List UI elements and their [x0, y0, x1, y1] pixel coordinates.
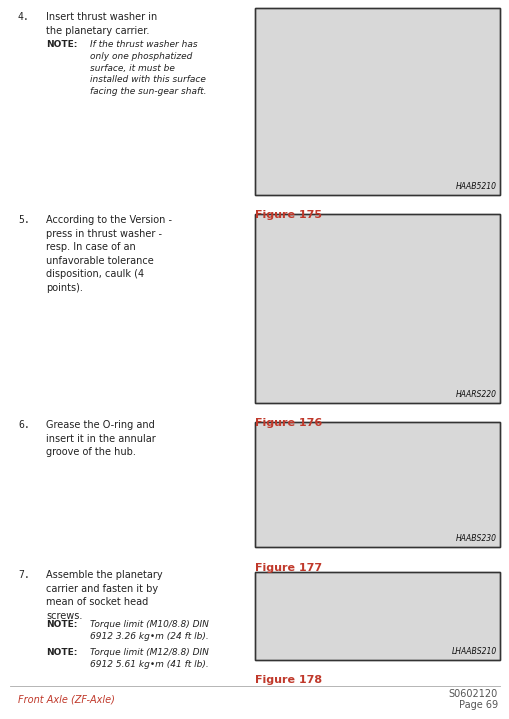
- Text: LHAABS210: LHAABS210: [451, 647, 496, 656]
- Text: Torque limit (M10/8.8) DIN
6912 3.26 kg•m (24 ft lb).: Torque limit (M10/8.8) DIN 6912 3.26 kg•…: [90, 620, 209, 641]
- Bar: [254, 214, 499, 403]
- Text: According to the Version -
press in thrust washer -
resp. In case of an
unfavora: According to the Version - press in thru…: [46, 215, 172, 293]
- Bar: [254, 572, 499, 660]
- Text: 5.: 5.: [18, 215, 30, 225]
- Text: 4.: 4.: [18, 12, 30, 22]
- Text: Grease the O-ring and
insert it in the annular
groove of the hub.: Grease the O-ring and insert it in the a…: [46, 420, 155, 457]
- Text: NOTE:: NOTE:: [46, 40, 77, 49]
- Text: Figure 178: Figure 178: [254, 675, 322, 685]
- Text: Torque limit (M12/8.8) DIN
6912 5.61 kg•m (41 ft lb).: Torque limit (M12/8.8) DIN 6912 5.61 kg•…: [90, 648, 209, 669]
- Text: Page 69: Page 69: [458, 700, 497, 710]
- Bar: [254, 214, 499, 403]
- Bar: [254, 572, 499, 660]
- Text: Assemble the planetary
carrier and fasten it by
mean of socket head
screws.: Assemble the planetary carrier and faste…: [46, 570, 162, 620]
- Text: If the thrust washer has
only one phosphatized
surface, it must be
installed wit: If the thrust washer has only one phosph…: [90, 40, 206, 96]
- Text: 6.: 6.: [18, 420, 30, 430]
- Bar: [254, 8, 499, 195]
- Text: Front Axle (ZF-Axle): Front Axle (ZF-Axle): [18, 694, 115, 704]
- Text: NOTE:: NOTE:: [46, 620, 77, 629]
- Bar: [254, 422, 499, 547]
- Text: HAABS230: HAABS230: [455, 534, 496, 543]
- Text: 7.: 7.: [18, 570, 30, 580]
- Text: HAAB5210: HAAB5210: [455, 182, 496, 191]
- Bar: [254, 8, 499, 195]
- Text: Insert thrust washer in
the planetary carrier.: Insert thrust washer in the planetary ca…: [46, 12, 157, 36]
- Text: HAARS220: HAARS220: [455, 390, 496, 399]
- Text: Figure 175: Figure 175: [254, 210, 321, 220]
- Text: S0602120: S0602120: [448, 689, 497, 699]
- Text: Figure 177: Figure 177: [254, 563, 322, 573]
- Text: Figure 176: Figure 176: [254, 418, 322, 428]
- Text: NOTE:: NOTE:: [46, 648, 77, 657]
- Bar: [254, 422, 499, 547]
